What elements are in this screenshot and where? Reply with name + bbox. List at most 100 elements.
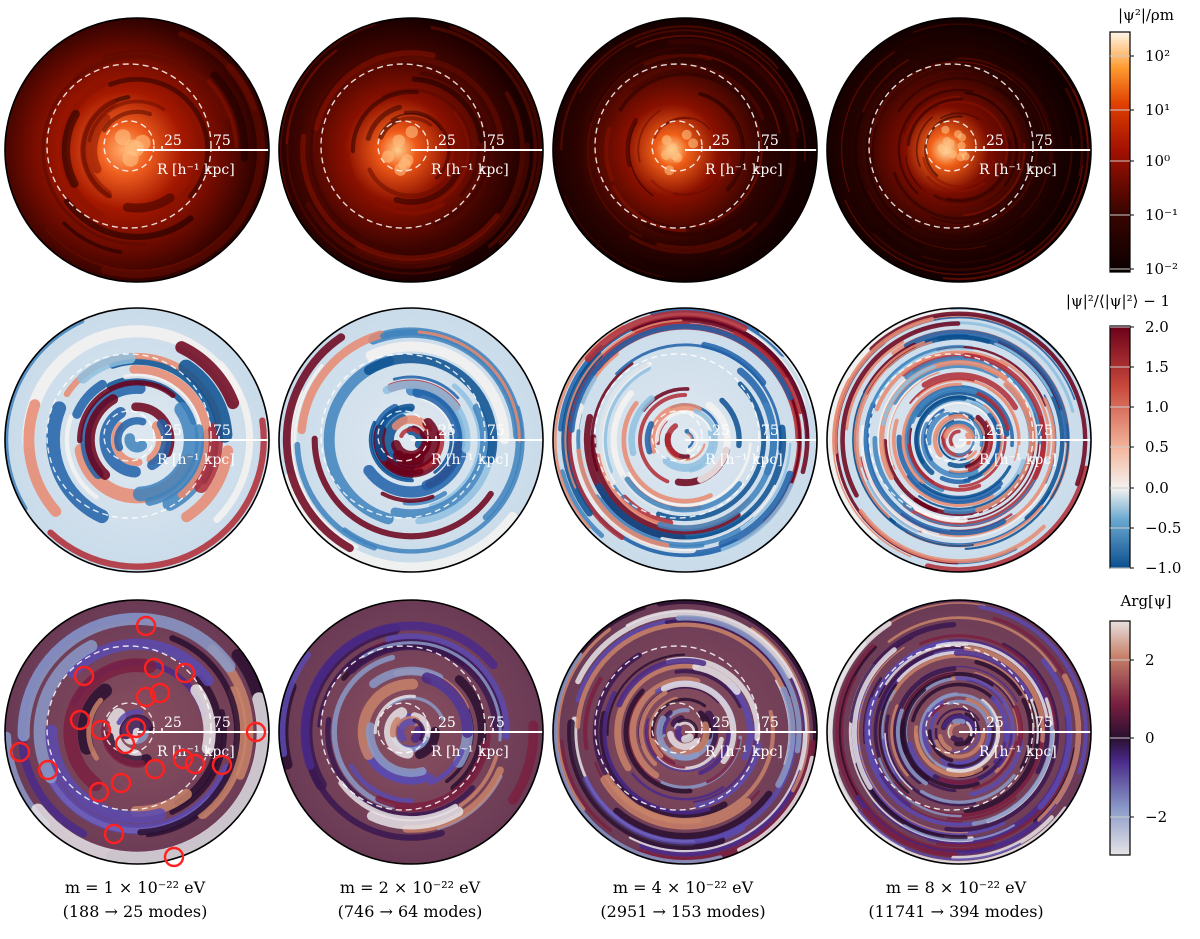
panel-border — [552, 599, 818, 865]
field-swirl — [74, 51, 229, 121]
field-swirl — [665, 423, 680, 458]
field-swirl — [978, 605, 1088, 775]
field-swirl — [936, 708, 980, 726]
field-swirl — [944, 642, 1060, 832]
field-swirl — [430, 25, 538, 248]
panel-contrast-3: 25 75 R [h⁻¹ kpc] — [552, 307, 818, 573]
field-swirl — [102, 109, 153, 133]
field-swirl — [905, 156, 922, 189]
field-swirl — [1050, 59, 1089, 143]
field-swirl — [903, 824, 1015, 842]
field-swirl — [877, 373, 914, 457]
field-swirl — [123, 373, 204, 439]
field-swirl — [901, 672, 954, 719]
caption-mass: m = 2 × 10⁻²² eV — [339, 878, 481, 897]
radius-axis-label: R [h⁻¹ kpc] — [979, 744, 1057, 760]
core-blob — [957, 141, 966, 150]
field-swirl — [974, 659, 1023, 696]
field-swirl — [940, 714, 998, 771]
core-blob — [941, 125, 950, 134]
field-swirl — [921, 699, 945, 754]
field-swirl — [913, 725, 975, 778]
field-swirl — [892, 154, 1029, 221]
radius-label-75: 75 — [1035, 423, 1053, 439]
vortex-markers — [9, 615, 267, 868]
radius-label-75: 75 — [487, 423, 505, 439]
field-swirl — [628, 731, 806, 853]
field-swirl — [129, 365, 212, 499]
field-swirl — [587, 53, 669, 238]
panel-contrast-4: 25 75 R [h⁻¹ kpc] — [826, 307, 1092, 573]
field-swirl — [286, 132, 451, 275]
field-swirl — [660, 680, 737, 765]
field-swirl — [919, 774, 1016, 804]
field-swirl — [293, 364, 324, 445]
field-swirl — [373, 694, 416, 735]
radius-circle-25 — [925, 702, 977, 754]
panel-contrast-1: 25 75 R [h⁻¹ kpc] — [4, 307, 270, 573]
field-swirl — [41, 74, 146, 246]
field-swirl — [600, 775, 752, 830]
core-blob — [681, 129, 692, 140]
field-swirl — [844, 340, 904, 431]
field-swirl — [42, 763, 232, 835]
field-swirl — [399, 427, 421, 439]
field-swirl — [872, 435, 914, 512]
field-swirl — [357, 678, 419, 760]
field-swirl — [323, 355, 394, 525]
field-swirl — [604, 127, 614, 182]
field-swirl — [45, 228, 227, 272]
field-swirl — [77, 352, 136, 384]
panel-border — [278, 17, 544, 283]
field-swirl — [190, 684, 216, 755]
field-swirl — [987, 387, 1019, 461]
field-swirl — [194, 422, 223, 493]
radius-circle-25 — [925, 120, 977, 172]
field-swirl — [397, 718, 417, 742]
field-swirl — [926, 175, 985, 193]
field-swirl — [624, 476, 743, 513]
field-swirl — [366, 806, 464, 830]
colorbar-tick-label: 10¹ — [1145, 101, 1170, 119]
field-swirl — [614, 661, 700, 772]
radius-label-25: 25 — [986, 423, 1004, 439]
vortex-marker — [90, 719, 112, 741]
field-swirl — [914, 395, 967, 476]
vortex-marker — [245, 721, 267, 743]
field-swirl — [862, 59, 910, 113]
radius-circle-75 — [320, 63, 486, 229]
field-swirl — [363, 353, 498, 464]
radius-circle-25 — [103, 120, 155, 172]
radius-circle-75 — [320, 353, 486, 519]
field-swirl — [833, 316, 935, 455]
field-swirl — [938, 776, 979, 785]
field-swirl — [992, 135, 1002, 175]
vortex-marker — [143, 657, 165, 679]
field-swirl — [628, 395, 655, 457]
field-swirl — [963, 142, 1026, 217]
field-swirl — [88, 114, 111, 174]
field-swirl — [685, 428, 699, 453]
radius-label-75: 75 — [761, 423, 779, 439]
field-swirl — [958, 435, 1007, 488]
field-swirl — [697, 401, 731, 483]
field-swirl — [289, 389, 359, 549]
radius-axis-label: R [h⁻¹ kpc] — [979, 452, 1057, 468]
field-swirl — [887, 616, 1057, 672]
field-swirl — [933, 139, 1013, 204]
radius-circle-75 — [868, 353, 1034, 519]
field-swirl — [627, 442, 752, 507]
vortex-marker — [103, 823, 125, 845]
field-swirl — [161, 97, 205, 212]
field-swirl — [656, 736, 724, 772]
colorbar-tick-label: 10⁰ — [1145, 152, 1170, 170]
field-swirl — [625, 609, 808, 771]
field-swirl — [367, 757, 435, 785]
field-swirl — [602, 691, 711, 815]
core-blob — [122, 150, 139, 167]
field-swirl — [922, 156, 996, 188]
vortex-marker — [174, 662, 196, 684]
colorbar-tick-label: 1.5 — [1145, 358, 1169, 376]
radius-circle-25 — [377, 410, 429, 462]
field-swirl — [948, 721, 960, 739]
